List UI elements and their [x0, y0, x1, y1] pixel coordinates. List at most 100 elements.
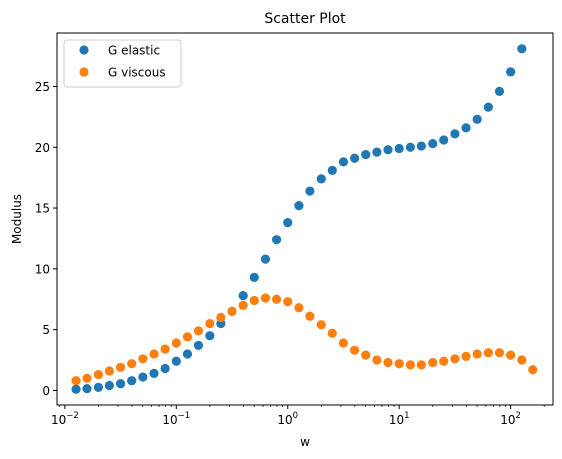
data-points [71, 44, 538, 394]
data-point [472, 114, 482, 124]
data-point [260, 254, 271, 264]
data-point [294, 201, 304, 211]
data-point [127, 359, 137, 369]
y-tick-label: 20 [35, 141, 50, 155]
x-tick-label: 10−1 [162, 411, 190, 427]
data-point [182, 349, 193, 359]
data-point [372, 355, 382, 365]
y-axis: 0 5 10 15 20 25 [35, 80, 57, 398]
x-tick-label: 101 [389, 411, 410, 427]
data-point [93, 370, 104, 380]
data-point [271, 235, 282, 245]
data-point [450, 129, 460, 139]
data-point [149, 368, 159, 378]
data-point [394, 143, 404, 154]
data-point [528, 365, 538, 375]
data-point [205, 331, 215, 341]
data-point [517, 44, 527, 54]
data-point [461, 123, 471, 133]
data-point [483, 348, 493, 358]
data-point [283, 218, 293, 228]
data-point [405, 142, 415, 152]
x-tick-label: 10−2 [51, 411, 79, 427]
data-point [461, 351, 471, 361]
data-point [327, 328, 337, 338]
data-point [227, 306, 237, 316]
data-point [517, 355, 527, 365]
data-point [260, 293, 271, 303]
legend-entry: G viscous [108, 66, 166, 80]
legend-box [63, 39, 182, 88]
data-point [82, 373, 92, 383]
data-point [506, 350, 516, 360]
data-point [316, 320, 326, 330]
data-point [305, 311, 315, 321]
data-point [361, 149, 371, 160]
data-point [405, 360, 415, 370]
data-point [494, 348, 505, 358]
x-axis: 10−2 10−1 100 101 102 [51, 405, 545, 427]
series-0 [71, 44, 527, 394]
y-tick-label: 25 [35, 80, 50, 94]
y-tick-label: 10 [35, 262, 50, 276]
data-point [71, 384, 81, 394]
data-point [361, 350, 371, 360]
data-point [316, 174, 326, 184]
data-point [205, 318, 215, 329]
plot-frame [56, 32, 554, 406]
y-tick-label: 0 [42, 384, 50, 398]
chart-title: Scatter Plot [264, 11, 346, 27]
data-point [182, 332, 193, 342]
data-point [216, 312, 226, 323]
data-point [115, 379, 126, 389]
legend-marker [79, 67, 89, 77]
data-point [349, 153, 360, 163]
series-1 [71, 293, 538, 386]
data-point [171, 338, 181, 348]
data-point [439, 135, 449, 145]
y-axis-label: Modulus [10, 194, 24, 244]
data-point [428, 139, 438, 149]
data-point [450, 354, 460, 364]
data-point [127, 376, 137, 386]
data-point [439, 356, 449, 366]
data-point [93, 382, 104, 392]
data-point [193, 326, 204, 336]
data-point [193, 340, 204, 351]
x-tick-label: 102 [500, 411, 521, 427]
y-tick-label: 15 [35, 202, 50, 216]
x-tick-label: 100 [277, 411, 298, 427]
data-point [416, 141, 426, 151]
data-point [171, 356, 181, 366]
data-point [305, 186, 315, 196]
data-point [506, 67, 516, 77]
data-point [238, 300, 248, 310]
legend-entry: G elastic [108, 44, 160, 58]
x-axis-label: w [300, 435, 310, 449]
data-point [349, 345, 360, 355]
data-point [428, 357, 438, 368]
data-point [149, 349, 159, 359]
data-point [271, 294, 282, 304]
data-point [494, 86, 505, 96]
data-point [283, 297, 293, 307]
data-point [160, 363, 170, 374]
data-point [294, 303, 304, 313]
data-point [249, 272, 259, 282]
data-point [238, 290, 248, 301]
y-tick-label: 5 [42, 323, 50, 337]
data-point [472, 349, 482, 359]
data-point [327, 165, 337, 175]
data-point [71, 376, 81, 386]
data-point [104, 366, 115, 376]
data-point [138, 354, 148, 364]
data-point [394, 359, 404, 369]
legend: G elastic G viscous [63, 39, 182, 88]
data-point [160, 344, 170, 354]
data-point [383, 145, 393, 155]
data-point [82, 383, 92, 394]
data-point [338, 338, 349, 348]
data-point [338, 157, 349, 167]
data-point [138, 372, 148, 382]
